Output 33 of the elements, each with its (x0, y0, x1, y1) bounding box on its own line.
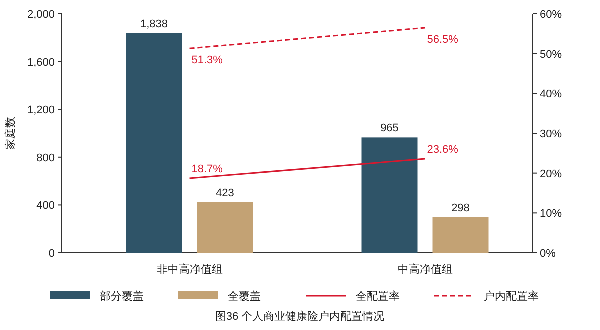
y-tick-label: 1,200 (27, 104, 55, 117)
y2-tick-label: 30% (540, 128, 562, 140)
legend-label: 全配置率 (356, 290, 400, 303)
bar (197, 202, 254, 253)
data-label: 23.6% (427, 144, 459, 156)
caption: 图36 个人商业健康险户内配置情况 (215, 310, 385, 323)
y2-tick-label: 0% (540, 248, 556, 260)
data-label: 298 (452, 202, 470, 214)
data-label: 965 (380, 122, 399, 135)
data-label: 56.5% (427, 34, 459, 46)
y-tick-label: 0 (48, 248, 55, 260)
data-label: 423 (216, 187, 234, 200)
y-axis-title: 家庭数 (4, 117, 17, 150)
y2-tick-label: 50% (540, 48, 562, 61)
y-tick-label: 1,600 (27, 56, 55, 69)
data-label: 18.7% (192, 164, 224, 176)
y2-tick-label: 10% (540, 208, 562, 220)
bar (362, 138, 418, 253)
y-tick-label: 800 (36, 152, 55, 164)
legend-label: 全覆盖 (228, 290, 261, 303)
x-tick-label: 非中高净值组 (156, 263, 223, 276)
legend-label: 部分覆盖 (100, 290, 144, 303)
y2-tick-label: 60% (540, 9, 562, 21)
y-tick-label: 2,000 (27, 9, 55, 21)
y2-tick-label: 20% (540, 168, 562, 180)
x-tick-label: 中高净值组 (398, 263, 453, 276)
legend-label: 户内配置率 (484, 290, 539, 303)
y-tick-label: 400 (36, 200, 55, 212)
bar (432, 217, 489, 253)
bar (126, 33, 182, 253)
data-label: 1,838 (140, 18, 168, 30)
y2-tick-label: 40% (540, 88, 562, 101)
data-label: 51.3% (192, 54, 224, 67)
